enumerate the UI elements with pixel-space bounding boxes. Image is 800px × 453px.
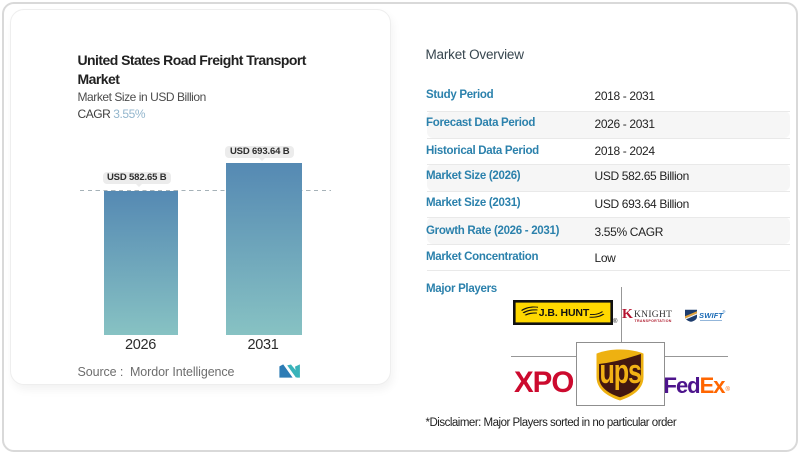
- svg-text:ups: ups: [600, 353, 642, 391]
- svg-text:J.B. HUNT: J.B. HUNT: [538, 307, 589, 319]
